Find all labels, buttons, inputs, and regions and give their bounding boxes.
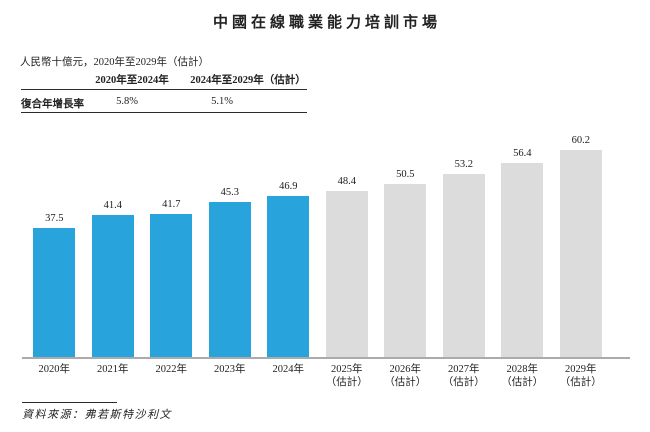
bar-column: 41.4: [84, 200, 143, 358]
cagr-value-2020-2024: 5.8%: [116, 96, 138, 107]
bar-value-label: 56.4: [513, 148, 532, 160]
bar-estimate: [384, 183, 427, 358]
bars-row: 37.5 41.4 41.7 45.3 46.9 48.4 50.5 53.2 56.4 60.2: [25, 126, 610, 358]
cagr-col2-header: 2024年至2029年（估計）: [190, 75, 306, 86]
bar-column: 41.7: [142, 199, 201, 358]
bar-estimate: [559, 150, 602, 358]
bar-column: 60.2: [552, 135, 611, 358]
x-axis-label: 2022年: [155, 364, 188, 375]
x-axis-label: 2023年: [214, 364, 246, 375]
bar-column: 48.4: [318, 176, 377, 358]
bar-value-label: 41.4: [103, 200, 122, 211]
bar-estimate: [325, 190, 368, 358]
cagr-col1-header: 2020年至2024年: [95, 75, 169, 86]
cagr-row-label: 復合年增長率: [21, 99, 84, 110]
bar-actual: [33, 228, 76, 358]
x-axis-line: [22, 357, 630, 359]
bar-column: 46.9: [259, 181, 318, 358]
x-axis-label: 2028年 （估計）: [501, 364, 544, 388]
x-axis-label: 2021年: [97, 364, 129, 375]
bar-value-label: 37.5: [45, 213, 64, 225]
bar-estimate: [501, 163, 544, 358]
bar-value-label: 50.5: [396, 168, 415, 180]
bar-column: 50.5: [376, 168, 435, 358]
bar-estimate: [442, 174, 485, 358]
bar-value-label: 53.2: [454, 159, 473, 171]
page-title: 中國在線職業能力培訓市場: [212, 15, 441, 31]
bar-actual: [267, 196, 310, 358]
bar-value-label: 60.2: [571, 135, 590, 146]
x-axis-label: 2027年 （估計）: [442, 364, 485, 388]
table-rule-top: [21, 89, 307, 90]
bar-column: 37.5: [25, 213, 84, 358]
bar-column: 53.2: [435, 159, 494, 358]
bar-value-label: 46.9: [279, 181, 298, 192]
chart-unit-subtitle: 人民幣十億元，2020年至2029年（估計）: [20, 57, 209, 68]
bar-value-label: 48.4: [337, 175, 356, 187]
x-axis-label: 2026年 （估計）: [384, 364, 427, 388]
bar-column: 56.4: [493, 148, 552, 358]
x-axis-label: 2029年 （估計）: [559, 364, 602, 388]
bar-value-label: 41.7: [162, 198, 181, 210]
bar-actual: [208, 201, 251, 358]
source-rule: [22, 402, 117, 403]
table-rule-bottom: [21, 112, 307, 113]
x-labels-row: 2020年 2021年 2022年 2023年 2024年 2025年 （估計） 2026年…: [25, 363, 610, 389]
bar-value-label: 45.3: [220, 186, 239, 198]
bar-actual: [91, 215, 134, 358]
x-axis-label: 2020年: [38, 364, 71, 375]
x-axis-label: 2025年 （估計）: [325, 364, 368, 388]
cagr-value-2024-2029: 5.1%: [211, 96, 233, 107]
bar-actual: [150, 213, 193, 358]
x-axis-label: 2024年: [272, 364, 305, 375]
bar-column: 45.3: [201, 186, 260, 358]
source-note: 資料來源：弗若斯特沙利文: [22, 409, 172, 421]
